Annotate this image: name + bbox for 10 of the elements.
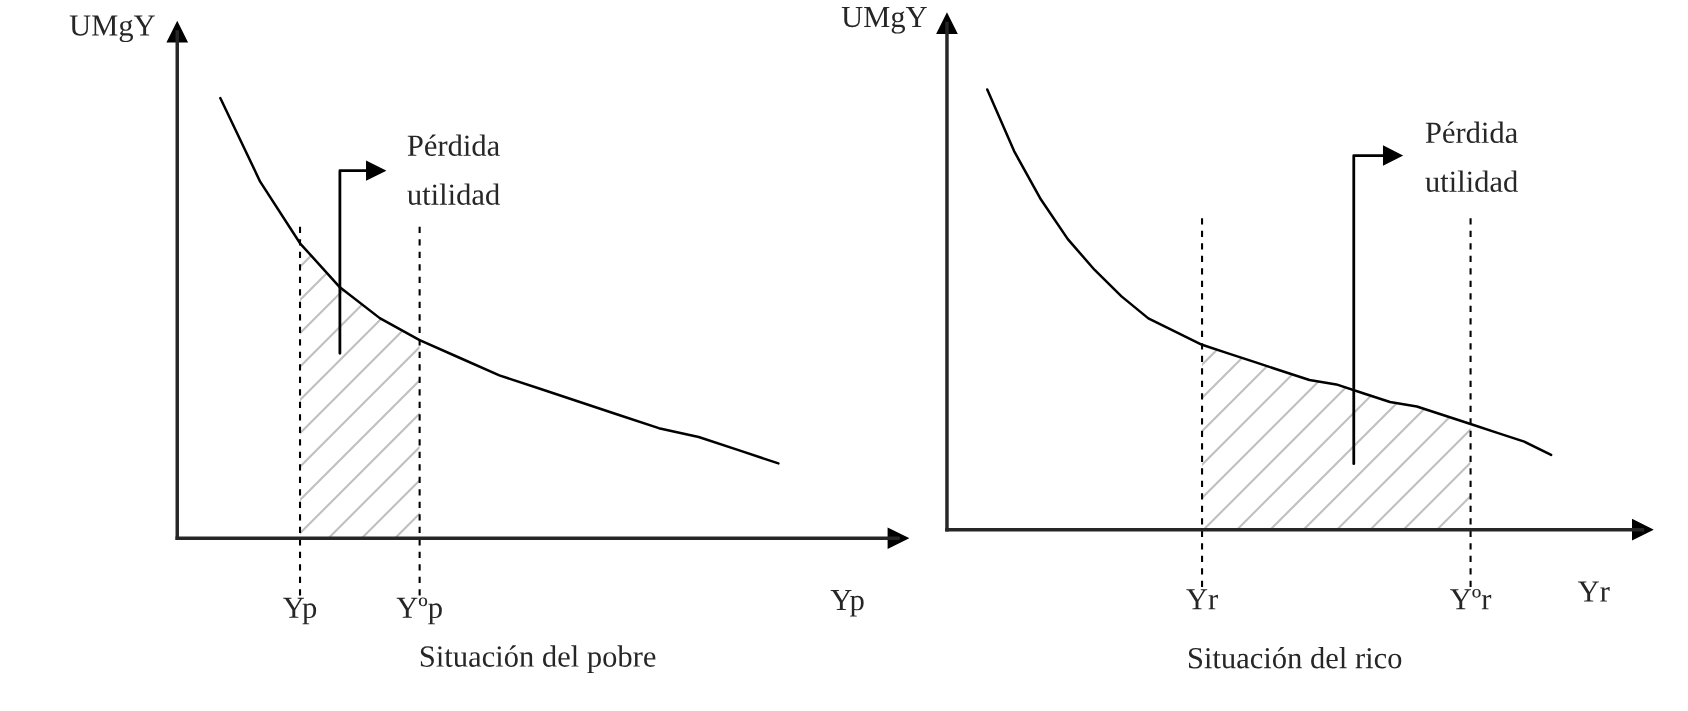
- x-tick-label: Yp: [283, 597, 317, 625]
- x-tick-label: Yºp: [396, 597, 442, 625]
- annotation: Pérdida utilidad: [1425, 121, 1518, 193]
- y-axis-title: UMgY: [69, 15, 155, 43]
- text: Situación del rico: [1188, 646, 1402, 669]
- y-axis-title: UMgY: [841, 6, 927, 34]
- annotation: Pérdida utilidad: [407, 134, 500, 205]
- text: Situación del pobre: [420, 645, 656, 674]
- x-tick-label: Yr: [1186, 589, 1218, 610]
- x-tick-label: Yºr: [1450, 588, 1492, 610]
